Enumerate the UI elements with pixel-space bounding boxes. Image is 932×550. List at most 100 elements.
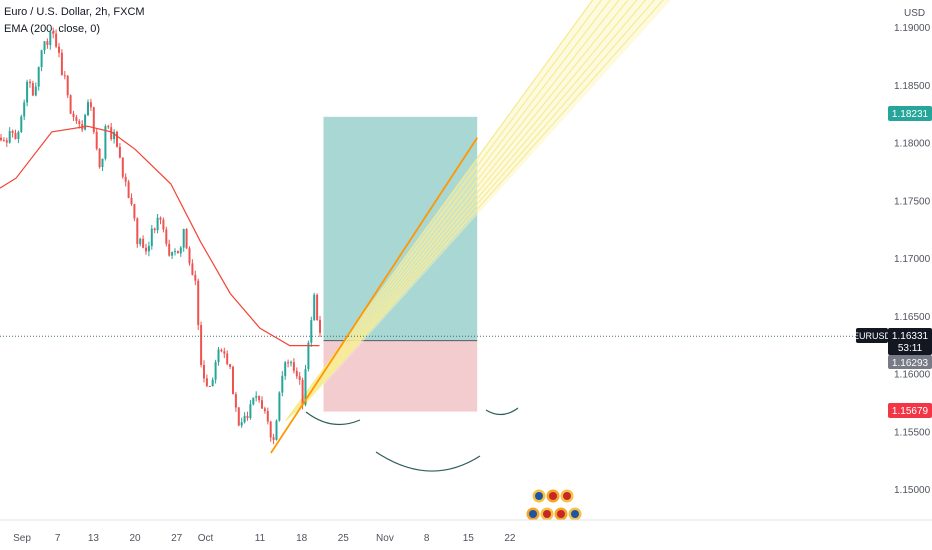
time-axis-tick-label: Sep bbox=[13, 533, 31, 544]
candle-body bbox=[171, 252, 174, 256]
time-axis-tick-label: 27 bbox=[171, 533, 183, 544]
candle-body bbox=[203, 364, 205, 379]
candle-body bbox=[313, 294, 316, 321]
candle-body bbox=[142, 238, 145, 248]
candle-body bbox=[11, 131, 14, 134]
candle-body bbox=[272, 437, 275, 440]
candle-body bbox=[23, 102, 26, 117]
candle-body bbox=[194, 274, 197, 281]
candle-body bbox=[182, 229, 185, 248]
economic-event-icons[interactable] bbox=[525, 488, 583, 522]
user-drawings bbox=[270, 137, 519, 472]
candle-body bbox=[2, 140, 5, 142]
candle-body bbox=[255, 396, 258, 398]
candle-body bbox=[220, 349, 223, 352]
candle-body bbox=[200, 324, 203, 365]
price-tag-stop: 1.15679 bbox=[888, 403, 932, 418]
price-axis-tick-label: 1.18000 bbox=[894, 139, 931, 150]
time-axis-ticks: Sep 7 13 20 27 Oct 11 18 25 Nov 8 15 22 bbox=[13, 533, 516, 544]
candle-body bbox=[246, 415, 249, 419]
price-tag-entry: 1.16293 bbox=[888, 355, 932, 369]
fan-line bbox=[287, 0, 603, 420]
fan-line bbox=[294, 0, 629, 414]
candle-body bbox=[49, 31, 52, 45]
time-axis-tick-label: Nov bbox=[376, 533, 394, 544]
time-axis-tick-label: 18 bbox=[296, 533, 308, 544]
candle-body bbox=[243, 415, 246, 423]
event-flag-inner bbox=[529, 510, 537, 518]
candle-body bbox=[269, 421, 272, 438]
price-axis-background bbox=[888, 0, 932, 520]
candle-body bbox=[113, 131, 116, 140]
candle-body bbox=[29, 81, 31, 84]
price-axis-ticks: 1.19000 1.18500 1.18000 1.17500 1.17000 1.165… bbox=[894, 23, 931, 496]
candle-body bbox=[232, 366, 234, 395]
fan-line bbox=[291, 0, 620, 416]
candle-body bbox=[174, 251, 176, 253]
candle-body bbox=[55, 33, 58, 47]
price-tag-target-box bbox=[888, 106, 932, 121]
candle-body bbox=[5, 140, 8, 143]
candle-body bbox=[124, 176, 127, 182]
candle-body bbox=[95, 131, 98, 149]
candle-body bbox=[229, 364, 232, 367]
candle-body bbox=[197, 280, 200, 325]
candle-body bbox=[101, 158, 104, 168]
price-tag-entry-box bbox=[888, 355, 932, 369]
candle-body bbox=[107, 126, 110, 128]
fan-line bbox=[296, 0, 638, 412]
candle-body bbox=[319, 319, 321, 333]
candle-body bbox=[249, 404, 252, 419]
legend-ema-indicator[interactable]: EMA (200, close, 0) bbox=[4, 23, 100, 35]
price-tag-target: 1.18231 bbox=[888, 106, 932, 121]
candle-body bbox=[252, 397, 255, 405]
price-axis-tick-label: 1.16500 bbox=[894, 312, 931, 323]
price-axis-tick-label: 1.16000 bbox=[894, 370, 931, 381]
candle-body bbox=[92, 107, 95, 132]
candle-body bbox=[316, 294, 319, 320]
time-axis-tick-label: 15 bbox=[463, 533, 475, 544]
time-axis[interactable]: Sep 7 13 20 27 Oct 11 18 25 Nov 8 15 22 bbox=[0, 519, 932, 544]
candle-body bbox=[234, 394, 237, 408]
candle-body bbox=[60, 52, 63, 76]
candle-body bbox=[37, 67, 40, 87]
legend-symbol[interactable]: Euro / U.S. Dollar, 2h, FXCM bbox=[4, 6, 145, 18]
price-tag-stop-text: 1.15679 bbox=[892, 406, 929, 417]
candle-body bbox=[179, 247, 182, 254]
candle-body bbox=[14, 133, 17, 140]
candle-body bbox=[263, 408, 266, 412]
event-flag-inner bbox=[571, 510, 579, 518]
candle-body bbox=[295, 370, 298, 377]
candle-body bbox=[20, 116, 23, 132]
candle-body bbox=[121, 157, 124, 177]
event-flag-inner bbox=[557, 510, 565, 518]
candle-body bbox=[17, 131, 20, 140]
head-arc bbox=[375, 451, 481, 472]
event-flag-inner bbox=[563, 492, 571, 500]
candle-body bbox=[226, 353, 229, 365]
candle-body bbox=[46, 41, 49, 45]
price-axis[interactable]: USD 1.190001.185001.180001.175001.170001… bbox=[888, 0, 932, 520]
candle-body bbox=[130, 197, 133, 205]
candle-body bbox=[34, 86, 37, 96]
candle-body bbox=[118, 146, 121, 158]
candle-body bbox=[156, 217, 159, 231]
ema-line bbox=[0, 125, 320, 347]
candle-body bbox=[8, 131, 11, 143]
candle-body bbox=[208, 385, 211, 387]
candle-body bbox=[52, 31, 55, 34]
time-axis-tick-label: 20 bbox=[129, 533, 141, 544]
candle-body bbox=[43, 41, 46, 51]
price-tag-last-box bbox=[888, 328, 932, 355]
price-tag-target-text: 1.18231 bbox=[892, 109, 929, 120]
candle-body bbox=[275, 420, 278, 440]
candle-body bbox=[153, 228, 156, 231]
candle-body bbox=[298, 376, 301, 380]
price-axis-tick-label: 1.19000 bbox=[894, 23, 931, 34]
fan-line bbox=[300, 0, 656, 408]
candle-body bbox=[205, 378, 208, 386]
price-tag-symbol-text: EURUSD bbox=[853, 331, 892, 341]
candle-body bbox=[58, 46, 60, 53]
price-tag-last-text: 1.16331 bbox=[892, 331, 929, 342]
